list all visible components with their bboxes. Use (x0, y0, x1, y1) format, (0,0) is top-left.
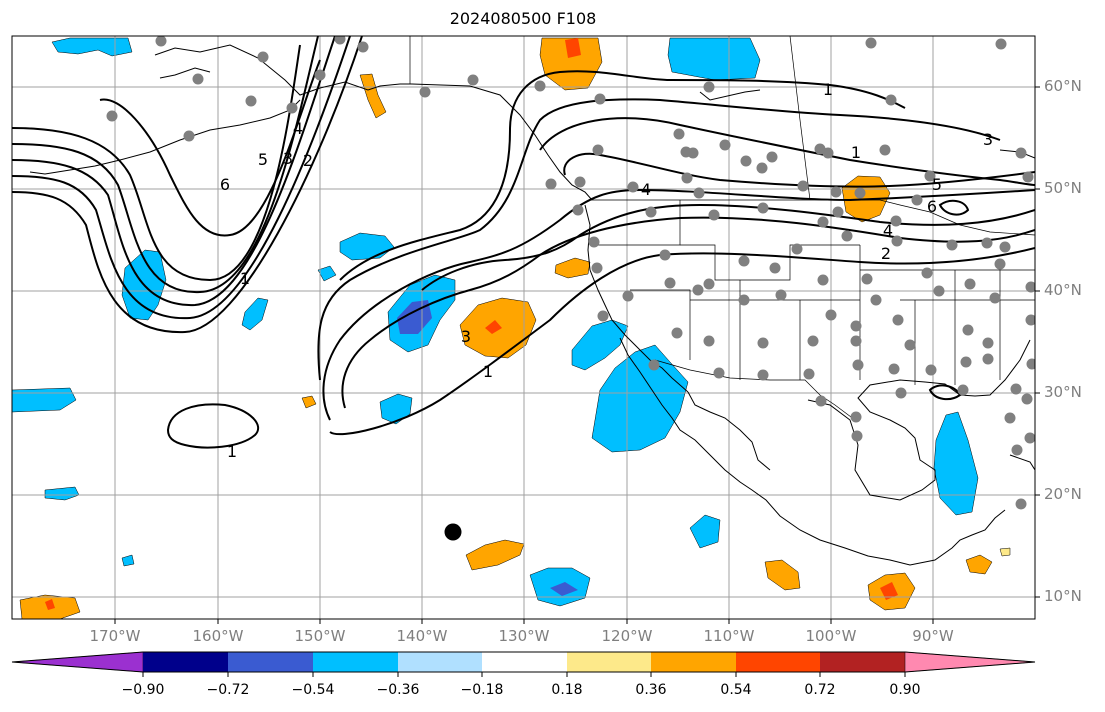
colorbar-tick-label: −0.18 (460, 682, 504, 698)
colorbar-tick-label: −0.54 (291, 682, 335, 698)
contour-label: 6 (927, 197, 937, 216)
contour-label: 1 (823, 80, 833, 99)
shade-area (465, 539, 525, 571)
contour-label: 6 (220, 175, 230, 194)
contour-label: 2 (303, 151, 313, 170)
colorbar-tick-label: 0.36 (635, 682, 667, 698)
colorbar-swatch (313, 652, 398, 672)
lon-label-140w: 140°W (396, 627, 448, 645)
colorbar (11, 651, 1036, 677)
shade-area (241, 297, 269, 331)
shade-area (554, 257, 591, 279)
shade-area (51, 37, 133, 57)
shade-area (44, 486, 80, 501)
colorbar-swatch (736, 652, 820, 672)
shade-area (565, 38, 581, 58)
shade-area (317, 265, 337, 282)
shade-area (45, 599, 55, 610)
lon-label-100w: 100°W (805, 627, 857, 645)
shade-area (667, 37, 761, 81)
contour-label: 1 (240, 269, 250, 288)
shade-area (379, 393, 413, 425)
map-title: 2024080500 F108 (449, 9, 597, 28)
shade-area (764, 559, 801, 591)
shade-area (591, 344, 689, 453)
contour-label: 1 (483, 362, 493, 381)
lat-label-40n: 40°N (1044, 281, 1082, 299)
political-borders (409, 36, 1035, 421)
contour-label: 2 (881, 244, 891, 263)
contour-label: 3 (983, 130, 993, 149)
shade-area (301, 395, 317, 409)
lon-label-130w: 130°W (498, 627, 550, 645)
shade-area (965, 554, 993, 575)
storm-marker (444, 523, 462, 541)
contour-label: 3 (461, 327, 471, 346)
contour-label: 1 (227, 442, 237, 461)
shade-area (485, 320, 502, 334)
colorbar-swatch (567, 652, 651, 672)
lon-label-150w: 150°W (294, 627, 346, 645)
shade-area (12, 387, 77, 413)
shade-area (121, 554, 135, 567)
colorbar-swatch (820, 652, 905, 672)
lon-label-110w: 110°W (703, 627, 755, 645)
shade-area (933, 411, 979, 516)
colorbar-tick-label: −0.90 (121, 682, 165, 698)
contour-label: 4 (293, 119, 303, 138)
shade-area (359, 73, 387, 119)
colorbar-swatch (11, 651, 144, 673)
map-content (12, 36, 1035, 619)
contour-label: 4 (641, 180, 651, 199)
lon-label-170w: 170°W (89, 627, 141, 645)
colorbar-swatch (143, 652, 228, 672)
contour-label: 1 (851, 143, 861, 162)
shade-area (880, 582, 898, 600)
shade-area (689, 514, 721, 549)
colorbar-tick-label: −0.36 (376, 682, 420, 698)
colorbar-tick-label: −0.72 (206, 682, 250, 698)
coastlines (29, 44, 1035, 566)
shade-area (397, 300, 432, 334)
colorbar-ticks (142, 672, 906, 677)
colorbar-swatch (651, 652, 736, 672)
colorbar-swatch (228, 652, 313, 672)
lat-label-30n: 30°N (1044, 383, 1082, 401)
contour-label: 5 (258, 150, 268, 169)
colorbar-tick-label: 0.18 (551, 682, 583, 698)
colorbar-tick-label: 0.72 (804, 682, 836, 698)
shade-area (539, 37, 603, 91)
contour-label: 5 (932, 175, 942, 194)
lon-label-120w: 120°W (601, 627, 653, 645)
axis-ticks (114, 86, 1040, 624)
colorbar-swatch (398, 652, 482, 672)
lat-label-60n: 60°N (1044, 77, 1082, 95)
shade-area (571, 319, 629, 371)
colorbar-swatch (904, 651, 1036, 673)
colorbar-tick-label: 0.54 (720, 682, 752, 698)
lon-label-160w: 160°W (192, 627, 244, 645)
lat-label-20n: 20°N (1044, 485, 1082, 503)
station-dots (106, 36, 1035, 510)
shade-area (339, 232, 395, 261)
contour-label: 3 (283, 149, 293, 168)
shade-area (550, 582, 578, 596)
grid-lines (12, 36, 1035, 619)
shade-area (999, 547, 1011, 557)
lat-label-50n: 50°N (1044, 179, 1082, 197)
colorbar-tick-label: 0.90 (889, 682, 921, 698)
contour-label: 4 (883, 221, 893, 240)
contour-label-group: 1 1 1 1 1 2 2 3 3 3 4 4 4 5 5 6 6 (220, 80, 993, 461)
lon-label-90w: 90°W (912, 627, 954, 645)
colorbar-swatch (482, 652, 567, 672)
lat-label-10n: 10°N (1044, 587, 1082, 605)
